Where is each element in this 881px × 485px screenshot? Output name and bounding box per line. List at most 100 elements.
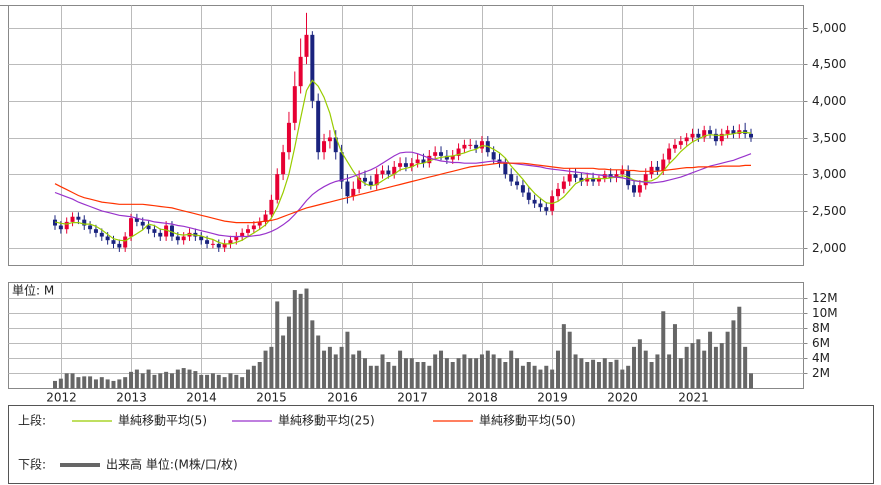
x-tick-label: 2016: [327, 391, 358, 405]
volume-bar: [392, 365, 397, 389]
y-tick-label: 10M: [812, 306, 838, 320]
volume-bar: [643, 350, 648, 389]
candle-body: [450, 155, 455, 160]
volume-bar: [649, 362, 654, 389]
volume-bar: [737, 306, 742, 389]
legend-upper: 上段:: [18, 413, 46, 428]
volume-bar: [468, 358, 473, 389]
candle-body: [117, 243, 122, 248]
candle-body: [298, 56, 303, 87]
volume-bar: [64, 373, 69, 389]
volume-bar: [269, 346, 274, 389]
volume-bar: [544, 365, 549, 389]
candle-body: [462, 144, 467, 149]
x-tick-label: 2015: [256, 391, 287, 405]
volume-bar: [626, 365, 631, 389]
volume-bar: [503, 362, 508, 389]
candle-body: [357, 177, 362, 189]
candle-body: [596, 177, 601, 182]
candle-body: [345, 181, 350, 197]
volume-bar: [433, 354, 438, 389]
candle-body: [175, 236, 180, 241]
candle-body: [468, 144, 473, 146]
candle-body: [555, 188, 560, 197]
candle-body: [205, 240, 210, 244]
candle-body: [696, 133, 701, 138]
volume-bar: [105, 379, 110, 389]
candle-body: [99, 232, 104, 237]
y-tick-label: 2,000: [812, 241, 846, 255]
volume-bar: [181, 368, 186, 389]
candle-body: [538, 203, 543, 208]
volume-bar: [637, 339, 642, 389]
candle-body: [333, 137, 338, 153]
x-tick-label: 2014: [186, 391, 217, 405]
volume-bar: [140, 373, 145, 389]
candle-body: [123, 236, 128, 248]
volume-bar: [450, 362, 455, 389]
candle-body: [105, 236, 110, 241]
volume-bar: [567, 331, 572, 389]
candle-body: [257, 221, 262, 226]
volume-bar: [509, 350, 514, 389]
candle-body: [585, 177, 590, 182]
y-tick-label: 3,500: [812, 131, 846, 145]
candle-body: [392, 166, 397, 175]
candle-body: [362, 177, 367, 182]
y-tick-label: 3,000: [812, 167, 846, 181]
volume-bar: [322, 350, 327, 389]
volume-bar: [152, 374, 157, 389]
candle-body: [339, 152, 344, 182]
candle-body: [216, 243, 221, 248]
volume-bar: [351, 354, 356, 389]
candle-body: [152, 229, 157, 233]
volume-bar: [550, 369, 555, 389]
candle-body: [567, 174, 572, 182]
y-tick-label: 4,500: [812, 57, 846, 71]
price-panel: [8, 5, 804, 266]
volume-unit: 単位: M: [12, 283, 54, 298]
candle-body: [199, 236, 204, 241]
volume-bar: [398, 350, 403, 389]
volume-bar: [672, 324, 677, 389]
ma-line: [54, 162, 751, 224]
candle-body: [181, 236, 186, 241]
volume-bar: [409, 358, 414, 389]
volume-bar: [491, 354, 496, 389]
volume-bar: [485, 350, 490, 389]
candle-body: [708, 130, 713, 134]
candle-body: [415, 159, 420, 164]
volume-bar: [684, 346, 689, 389]
volume-bar: [708, 331, 713, 389]
x-tick-label: 2012: [46, 391, 77, 405]
candle-body: [169, 225, 174, 237]
volume-bar: [123, 377, 128, 389]
volume-bar: [234, 374, 239, 389]
volume-bar: [532, 365, 537, 389]
candle-body: [649, 166, 654, 175]
candle-body: [70, 216, 75, 222]
x-tick-label: 2017: [397, 391, 428, 405]
volume-bar: [257, 362, 262, 389]
candle-body: [269, 199, 274, 215]
candle-body: [661, 159, 666, 171]
volume-bar: [415, 362, 420, 389]
volume-bar: [228, 373, 233, 389]
x-tick-label: 2020: [607, 391, 638, 405]
candle-body: [620, 170, 625, 175]
legend-label: 単純移動平均(5): [118, 414, 207, 428]
x-tick-label: 2021: [678, 391, 709, 405]
volume-bar: [146, 369, 151, 389]
candle-body: [479, 141, 484, 149]
volume-bar: [462, 354, 467, 389]
volume-bar: [555, 350, 560, 389]
volume-bar: [117, 379, 122, 389]
candle-body: [210, 243, 215, 245]
candle-body: [444, 155, 449, 160]
volume-bar: [199, 374, 204, 389]
candle-body: [427, 155, 432, 164]
volume-bar: [561, 324, 566, 389]
candle-body: [398, 163, 403, 167]
candle-body: [684, 137, 689, 142]
volume-bar: [444, 358, 449, 389]
